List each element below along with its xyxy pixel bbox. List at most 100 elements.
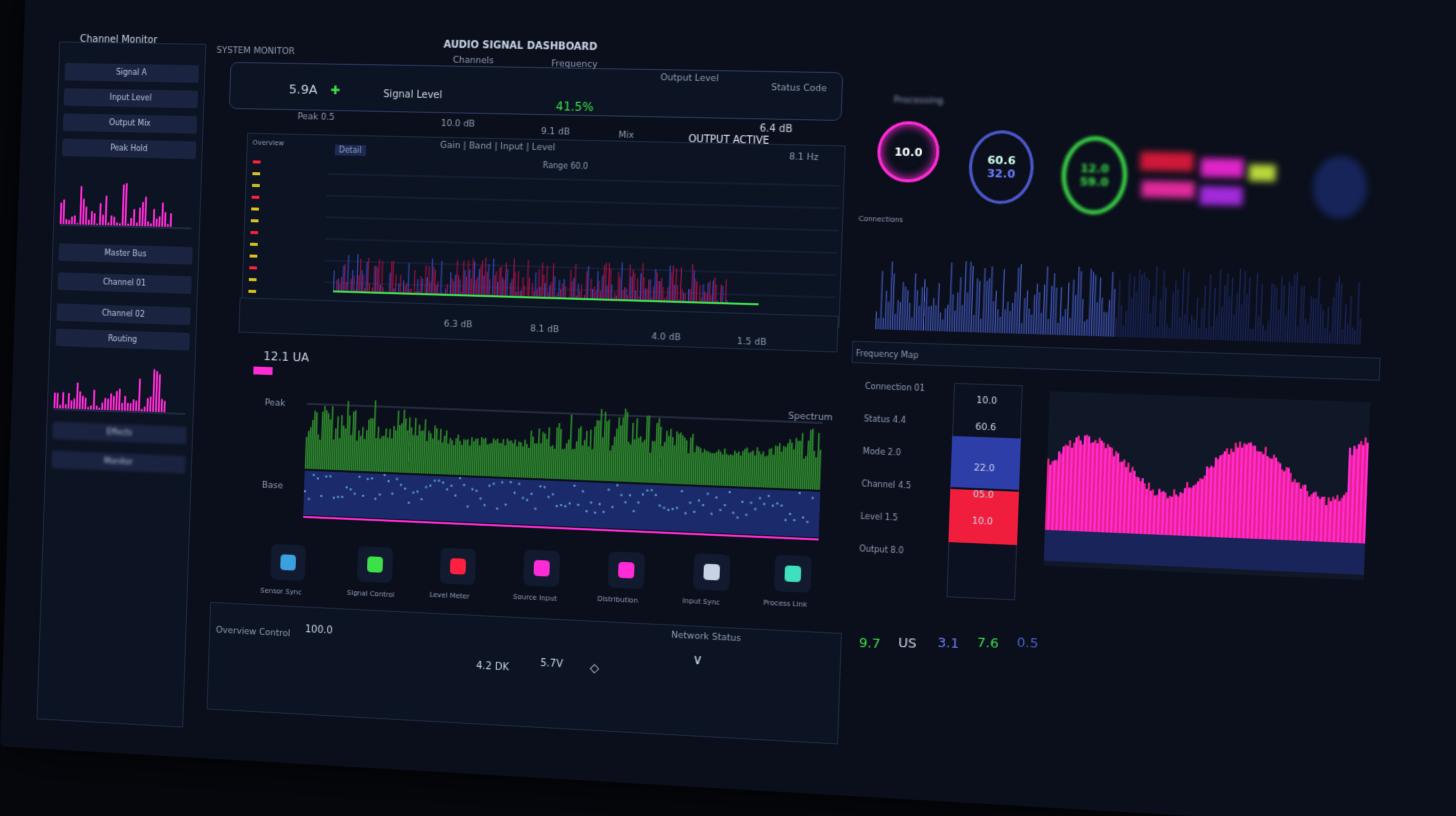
sidebar-item[interactable]: Input Level	[63, 88, 199, 109]
footer-value: 4.0 dB	[651, 332, 681, 344]
bar	[994, 290, 997, 334]
bar	[68, 219, 71, 225]
bar	[687, 289, 690, 304]
column-header: Status Code	[771, 83, 828, 95]
bar	[1249, 328, 1252, 342]
tile-icon[interactable]	[523, 549, 561, 588]
bar	[1276, 309, 1280, 342]
gridline	[324, 261, 836, 276]
bar	[1056, 322, 1059, 336]
point	[671, 507, 674, 511]
bar	[1156, 326, 1158, 339]
bar	[493, 275, 496, 298]
point	[637, 501, 640, 504]
point	[391, 492, 394, 495]
bar	[652, 286, 655, 303]
bar	[164, 212, 167, 227]
sidebar-item[interactable]: Peak Hold	[61, 138, 197, 160]
point	[710, 512, 713, 515]
point	[475, 489, 478, 492]
bar	[572, 449, 576, 480]
column-header: Frequency	[551, 59, 598, 71]
bar	[503, 279, 505, 298]
bar	[657, 281, 660, 303]
point	[715, 496, 718, 499]
bar	[898, 302, 901, 331]
bar	[699, 284, 701, 304]
bar	[152, 209, 156, 227]
bar	[1220, 306, 1223, 341]
sidebar-item[interactable]: Output Mix	[62, 113, 198, 134]
bar	[498, 267, 501, 298]
bar	[896, 300, 899, 330]
point	[442, 481, 445, 484]
bar	[1232, 314, 1235, 341]
bar	[1006, 301, 1009, 334]
plot-bg	[1043, 391, 1371, 581]
tile-icon[interactable]	[773, 554, 812, 593]
tile-glyph-icon	[618, 561, 635, 579]
tab-detail[interactable]: Detail	[334, 144, 366, 157]
bar	[1183, 314, 1186, 340]
list-item[interactable]: Level 1.5	[860, 511, 899, 523]
bar	[922, 279, 926, 331]
point	[675, 506, 679, 509]
bar	[146, 398, 149, 412]
right-tab[interactable]: Processing	[893, 95, 944, 107]
point	[573, 484, 576, 487]
list-item[interactable]: Output 8.0	[859, 544, 904, 556]
diamond-icon[interactable]: ◇	[589, 660, 600, 676]
bar	[112, 396, 115, 411]
bar	[579, 290, 581, 300]
list-item[interactable]: Channel 4.5	[861, 479, 912, 491]
bar	[70, 400, 73, 409]
bar	[925, 287, 928, 331]
point	[667, 508, 670, 511]
point	[736, 516, 739, 519]
tile-icon[interactable]	[692, 553, 731, 592]
bar	[1158, 299, 1162, 339]
list-item[interactable]: Mode 2.0	[862, 446, 902, 458]
bar	[138, 207, 142, 227]
point	[345, 486, 348, 489]
bar	[65, 219, 68, 225]
area-chart	[1043, 391, 1371, 581]
bar	[910, 317, 913, 331]
list-item[interactable]: Connection 01	[864, 381, 925, 394]
bar	[1351, 327, 1354, 345]
list-item[interactable]: Status 4.4	[863, 414, 906, 426]
legend-marker	[251, 207, 259, 211]
point	[552, 494, 555, 497]
point	[628, 494, 632, 497]
bar	[975, 278, 979, 333]
tile-icon[interactable]	[270, 543, 307, 581]
bar	[1011, 302, 1014, 334]
bar	[891, 273, 895, 330]
sidebar-item[interactable]: Signal A	[64, 62, 199, 83]
tile-icon[interactable]	[439, 547, 477, 586]
bar	[78, 391, 82, 410]
bar	[1073, 294, 1077, 336]
bar	[592, 286, 595, 301]
bar	[666, 287, 669, 303]
bar	[1341, 329, 1344, 345]
bar	[642, 277, 645, 302]
point	[433, 479, 436, 482]
point	[693, 510, 696, 513]
bar	[537, 269, 540, 299]
bar	[402, 280, 405, 295]
tile-icon[interactable]	[356, 545, 394, 584]
bar	[118, 223, 121, 226]
point	[723, 504, 726, 507]
tile-icon[interactable]	[607, 551, 645, 590]
bar	[917, 305, 920, 331]
point	[680, 490, 683, 493]
tab-overview[interactable]: Overview	[252, 138, 285, 148]
point	[307, 497, 310, 501]
bar	[333, 270, 335, 293]
point	[407, 501, 410, 504]
bar	[482, 275, 485, 297]
chevron-down-icon[interactable]: ∨	[692, 651, 704, 669]
bar	[123, 395, 127, 411]
point	[806, 520, 809, 524]
